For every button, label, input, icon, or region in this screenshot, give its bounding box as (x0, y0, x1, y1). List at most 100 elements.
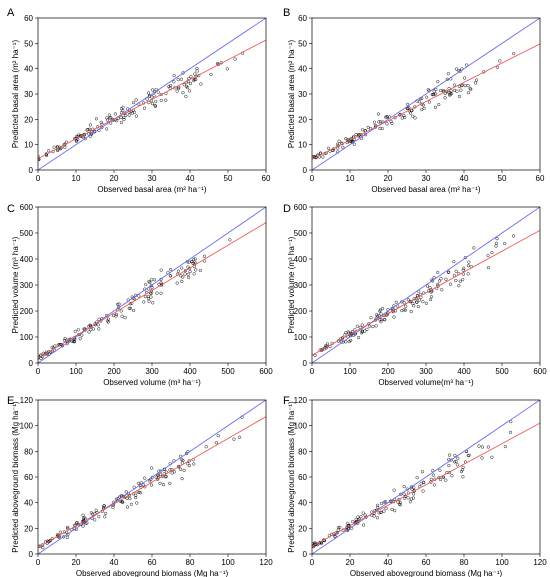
data-point (97, 515, 101, 519)
x-tick-label: 300 (145, 367, 159, 376)
data-point (390, 121, 394, 125)
data-point (168, 468, 172, 472)
y-tick-label: 600 (294, 203, 308, 212)
data-point (494, 241, 499, 245)
data-point (384, 506, 388, 510)
data-point (187, 464, 192, 468)
data-point (438, 468, 442, 472)
data-point (458, 279, 462, 283)
x-tick-label: 80 (186, 558, 195, 567)
data-point (455, 67, 459, 71)
data-point (141, 483, 146, 487)
data-point (466, 84, 470, 88)
y-tick-label: 100 (20, 333, 34, 342)
data-point (336, 526, 341, 530)
data-point (198, 268, 202, 273)
data-point (454, 459, 458, 464)
points-group (312, 52, 516, 160)
data-point (408, 500, 413, 504)
y-tick-label: 100 (294, 333, 308, 342)
data-point (176, 269, 181, 273)
data-point (397, 502, 402, 506)
data-point (159, 98, 163, 103)
data-point (361, 511, 365, 515)
x-axis-label: Observed basal area (m² ha⁻¹) (371, 185, 480, 194)
data-point (38, 156, 40, 161)
data-point (134, 493, 138, 497)
data-point (83, 137, 87, 141)
data-point (425, 95, 429, 99)
data-point (102, 506, 106, 510)
data-point (175, 89, 179, 93)
data-point (475, 78, 479, 82)
data-point (494, 244, 498, 248)
data-point (346, 521, 350, 525)
data-point (459, 88, 463, 92)
x-tick-label: 40 (460, 174, 469, 183)
data-point (192, 272, 196, 276)
x-tick-label: 30 (422, 174, 431, 183)
y-tick-label: 500 (294, 229, 308, 238)
x-tick-label: 500 (495, 367, 509, 376)
data-point (161, 483, 166, 487)
data-point (67, 337, 72, 341)
data-point (61, 535, 66, 539)
data-point (461, 465, 465, 469)
data-point (449, 89, 453, 93)
data-point (188, 270, 192, 274)
data-point (154, 99, 158, 104)
data-point (371, 324, 375, 329)
fit-line (38, 39, 266, 159)
y-tick-label: 40 (24, 499, 33, 508)
data-point (74, 521, 79, 525)
data-point (453, 460, 457, 464)
y-tick-label: 120 (294, 396, 308, 405)
points-group (38, 51, 245, 162)
data-point (495, 65, 500, 69)
data-point (172, 470, 176, 474)
data-point (460, 468, 465, 472)
data-point (398, 503, 402, 507)
data-point (149, 289, 153, 293)
y-tick-label: 400 (294, 255, 308, 264)
data-point (97, 317, 101, 321)
data-point (103, 515, 107, 519)
y-tick-label: 300 (294, 281, 308, 290)
data-point (420, 107, 424, 112)
data-point (164, 475, 168, 479)
data-point (421, 103, 425, 107)
data-point (122, 117, 126, 122)
data-point (379, 320, 383, 324)
data-point (338, 525, 342, 529)
data-point (457, 284, 461, 288)
data-point (437, 102, 441, 107)
data-point (411, 496, 415, 500)
data-point (408, 111, 413, 115)
data-point (466, 91, 470, 95)
data-point (372, 120, 377, 124)
data-point (128, 496, 132, 501)
data-point (121, 494, 125, 498)
data-point (58, 530, 62, 534)
data-point (186, 272, 190, 276)
data-point (380, 127, 384, 131)
data-point (216, 434, 220, 438)
data-point (354, 132, 358, 137)
data-point (452, 260, 456, 264)
data-point (402, 492, 406, 496)
data-point (150, 466, 154, 470)
data-point (446, 72, 450, 76)
data-point (354, 518, 358, 522)
data-point (313, 353, 317, 358)
x-tick-label: 60 (148, 558, 157, 567)
data-point (119, 121, 124, 125)
y-axis-label: Predicted basal area (m² ha⁻¹) (11, 40, 20, 149)
data-point (447, 270, 451, 274)
panel-d: D 0 100 200 300 400 500 600 0 100 200 300 400 500 600 O… (283, 203, 547, 387)
data-point (107, 113, 111, 117)
data-point (472, 246, 476, 250)
data-point (447, 457, 451, 462)
data-point (97, 327, 101, 331)
data-point (175, 281, 179, 285)
data-point (336, 142, 340, 146)
